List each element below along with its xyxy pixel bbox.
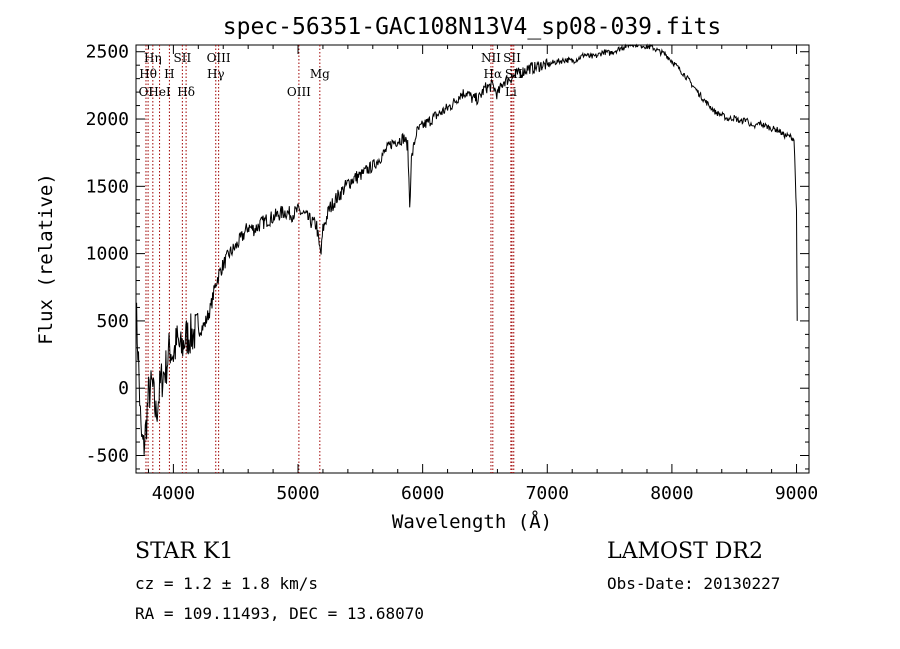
y-tick-label: 0 [118,378,129,399]
y-tick-label: 500 [96,311,129,332]
y-axis-ticks: -500 0 500 1000 1500 2000 2500 [86,42,809,470]
emission-line-label: Hδ [177,85,195,99]
emission-line-label: NII [481,51,501,65]
x-tick-label: 7000 [526,483,569,504]
emission-line-label: Hη [144,51,162,65]
x-tick-label: 8000 [650,483,693,504]
emission-line-label: HeI [148,85,171,99]
y-tick-label: -500 [86,446,129,467]
x-axis-ticks: 4000 5000 6000 7000 8000 9000 [147,45,818,504]
emission-line-label: Li [505,85,517,99]
obs-date: Obs-Date: 20130227 [607,574,781,593]
y-tick-label: 1500 [86,176,129,197]
chart-title: spec-56351-GAC108N13V4_sp08-039.fits [223,14,722,40]
redshift-value: cz = 1.2 ± 1.8 km/s [135,574,319,593]
spectrum-line [135,43,798,455]
emission-line-label: Mg [310,67,330,81]
y-tick-label: 1000 [86,244,129,265]
y-tick-label: 2500 [86,42,129,63]
x-axis-label: Wavelength (Å) [392,510,552,533]
emission-line-label: OI [139,85,154,99]
emission-line-label: Hα [484,67,503,81]
coordinates: RA = 109.11493, DEC = 13.68070 [135,604,424,623]
emission-line-label: OIII [287,85,311,99]
emission-line-label: SII [174,51,192,65]
y-axis-label: Flux (relative) [35,173,57,345]
emission-line-label: Hθ [139,67,157,81]
emission-line-label: OIII [207,51,231,65]
plot-frame [135,44,810,474]
x-tick-label: 9000 [775,483,818,504]
emission-line-label: Hγ [207,67,225,81]
emission-line-label: SII [503,51,521,65]
x-tick-label: 6000 [401,483,444,504]
emission-lines [145,45,515,473]
object-class: STAR K1 [135,539,234,564]
survey-label: LAMOST DR2 [607,539,763,564]
x-tick-label: 5000 [276,483,319,504]
emission-line-label: H [164,67,174,81]
y-tick-label: 2000 [86,109,129,130]
x-tick-label: 4000 [152,483,195,504]
